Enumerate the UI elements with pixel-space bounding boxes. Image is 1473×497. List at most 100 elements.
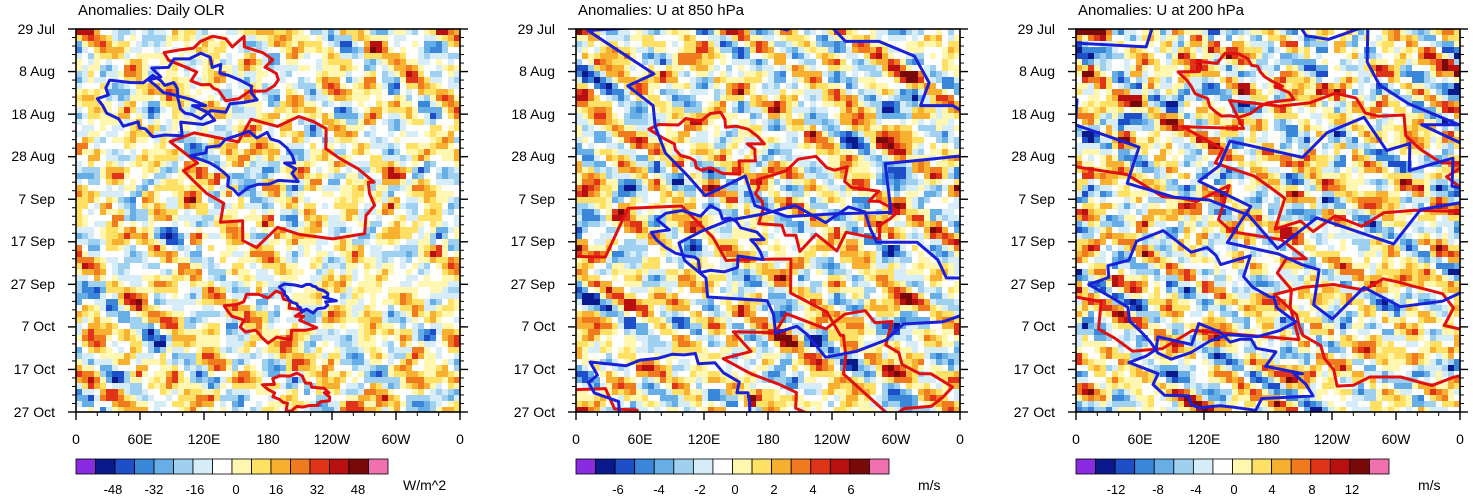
heatmap-cell xyxy=(274,209,281,216)
heatmap-cell xyxy=(106,203,113,210)
heatmap-cell xyxy=(744,83,751,90)
heatmap-cell xyxy=(262,203,269,210)
heatmap-cell xyxy=(340,149,347,156)
heatmap-cell xyxy=(172,245,179,252)
heatmap-cell xyxy=(696,53,703,60)
x-tick-label: 180 xyxy=(256,431,280,447)
heatmap-cell xyxy=(82,377,89,384)
heatmap-cell xyxy=(112,371,119,378)
heatmap-cell xyxy=(406,227,413,234)
heatmap-cell xyxy=(340,245,347,252)
heatmap-cell xyxy=(100,281,107,288)
heatmap-cell xyxy=(840,53,847,60)
heatmap-cell xyxy=(244,191,251,198)
heatmap-cell xyxy=(442,275,449,282)
heatmap-cell xyxy=(226,335,233,342)
heatmap-cell xyxy=(672,89,679,96)
heatmap-cell xyxy=(412,263,419,270)
heatmap-cell xyxy=(244,311,251,318)
heatmap-cell xyxy=(424,215,431,222)
heatmap-cell xyxy=(436,65,443,72)
heatmap-cell xyxy=(310,335,317,342)
heatmap-cell xyxy=(382,125,389,132)
heatmap-cell xyxy=(292,383,299,390)
heatmap-cell xyxy=(118,167,125,174)
heatmap-cell xyxy=(328,113,335,120)
heatmap-cell xyxy=(178,353,185,360)
heatmap-cell xyxy=(262,395,269,402)
heatmap-cell xyxy=(430,167,437,174)
heatmap-cell xyxy=(406,287,413,294)
heatmap-cell xyxy=(630,29,637,36)
heatmap-cell xyxy=(400,335,407,342)
heatmap-cell xyxy=(328,311,335,318)
heatmap-cell xyxy=(376,83,383,90)
heatmap-cell xyxy=(322,401,329,408)
heatmap-cell xyxy=(352,41,359,48)
heatmap-cell xyxy=(286,113,293,120)
heatmap-cell xyxy=(424,95,431,102)
heatmap-cell xyxy=(118,161,125,168)
heatmap-cell xyxy=(364,47,371,54)
heatmap-cell xyxy=(148,245,155,252)
heatmap-cell xyxy=(136,173,143,180)
heatmap-cell xyxy=(304,215,311,222)
heatmap-cell xyxy=(454,215,460,222)
heatmap-cell xyxy=(412,143,419,150)
heatmap-cell xyxy=(148,395,155,402)
heatmap-cell xyxy=(654,35,661,42)
heatmap-cell xyxy=(924,29,931,36)
heatmap-cell xyxy=(130,407,137,412)
heatmap-cell xyxy=(244,233,251,240)
heatmap-cell xyxy=(232,113,239,120)
colorbar-swatch xyxy=(95,458,116,475)
heatmap-cell xyxy=(322,263,329,270)
heatmap-cell xyxy=(376,47,383,54)
heatmap-cell xyxy=(94,383,101,390)
heatmap-cell xyxy=(454,335,460,342)
heatmap-cell xyxy=(274,293,281,300)
heatmap-cell xyxy=(690,71,697,78)
heatmap-cell xyxy=(310,149,317,156)
heatmap-cell xyxy=(238,203,245,210)
heatmap-cell xyxy=(100,59,107,66)
heatmap-cell xyxy=(202,275,209,282)
heatmap-cell xyxy=(82,269,89,276)
heatmap-cell xyxy=(250,233,257,240)
heatmap-cell xyxy=(298,251,305,258)
heatmap-cell xyxy=(400,65,407,72)
heatmap-cell xyxy=(364,383,371,390)
heatmap-cell xyxy=(816,77,823,84)
heatmap-cell xyxy=(352,269,359,276)
heatmap-cell xyxy=(100,71,107,78)
heatmap-cell xyxy=(214,209,221,216)
heatmap-cell xyxy=(424,257,431,264)
heatmap-cell xyxy=(124,251,131,258)
heatmap-cell xyxy=(112,269,119,276)
heatmap-cell xyxy=(882,83,889,90)
heatmap-cell xyxy=(148,125,155,132)
heatmap-cell xyxy=(906,35,913,42)
heatmap-cell xyxy=(436,215,443,222)
heatmap-cell xyxy=(924,41,931,48)
heatmap-cell xyxy=(310,59,317,66)
heatmap-cell xyxy=(220,221,227,228)
heatmap-cell xyxy=(232,47,239,54)
heatmap-cell xyxy=(912,41,919,48)
heatmap-cell xyxy=(172,281,179,288)
heatmap-cell xyxy=(166,263,173,270)
heatmap-cell xyxy=(88,71,95,78)
heatmap-cell xyxy=(208,185,215,192)
heatmap-cell xyxy=(124,305,131,312)
heatmap-cell xyxy=(268,203,275,210)
heatmap-cell xyxy=(666,35,673,42)
heatmap-cell xyxy=(732,41,739,48)
heatmap-cell xyxy=(310,341,317,348)
heatmap-cell xyxy=(124,119,131,126)
heatmap-cell xyxy=(250,287,257,294)
heatmap-cell xyxy=(436,377,443,384)
heatmap-cell xyxy=(340,161,347,168)
heatmap-cell xyxy=(94,245,101,252)
heatmap-cell xyxy=(286,371,293,378)
heatmap-cell xyxy=(124,353,131,360)
